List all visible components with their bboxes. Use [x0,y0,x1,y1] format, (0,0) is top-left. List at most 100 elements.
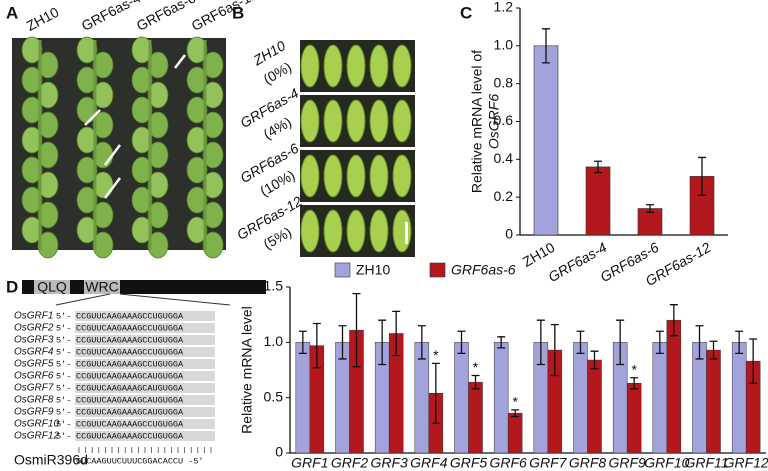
x-tick-label: GRF5 [450,455,488,471]
gene-name: OsGRF3 [14,335,54,346]
error-bar [616,319,625,366]
error-bar [312,322,321,369]
bar [706,349,721,454]
seq-shade [75,311,215,321]
grain [147,51,169,79]
x-tick-label: GRF1 [291,455,328,471]
sequence: CCGUUCAAGAAAGCCUGUGGA [76,323,184,333]
x-tick-label: GRF6 [489,455,527,471]
grain [323,209,343,253]
sequence: CCGUUCAAGAAAGCCUGUGGA [76,431,184,441]
error-bar [698,156,706,196]
significance: * [433,347,439,363]
error-bar [550,323,559,377]
prime: 5'- [56,431,71,441]
error-bar [536,319,545,366]
grain [37,111,59,139]
grain [76,66,98,94]
gene-name: OsGRF7 [14,383,54,394]
grain [131,216,153,244]
grain [392,154,412,198]
grain [369,99,389,143]
grain [131,36,153,64]
error-bar [431,362,440,424]
y-tick-label: 1.2 [494,0,514,15]
sample-label: GRF6as-12 [189,0,261,34]
bar [652,342,668,454]
grain [37,231,59,259]
grain [37,171,59,199]
gene-name: OsGRF1 [14,311,53,322]
error-bar [457,330,466,355]
grain [346,99,366,143]
error-bar [378,319,387,366]
grain [392,209,412,253]
grain [76,36,98,64]
seq-shade [75,335,215,345]
domain-label: WRC [85,279,118,295]
grain [300,154,320,198]
grain [76,216,98,244]
y-axis-label: Relative mRNA level of [469,50,485,193]
gene-name: OsGRF10 [14,419,59,430]
error-bar [709,340,718,360]
error-bar [646,204,654,213]
grain [346,44,366,88]
bar [468,381,483,454]
grain [147,81,169,109]
sequence: CCGUUCAAGAAAGCCUGUGGA [76,311,184,321]
grain [92,201,114,229]
grain [323,44,343,88]
significance: * [512,394,518,410]
y-tick-label: 1.0 [494,37,514,53]
grain [186,126,208,154]
grain [323,154,343,198]
error-bar [298,330,307,355]
sample-label: ZH10 [24,4,62,34]
panel-label: D [6,277,18,296]
grain [21,126,43,154]
scale-bar [405,222,408,244]
grain [131,66,153,94]
arrow [174,54,186,69]
grain [21,216,43,244]
sample-label: GRF6as-6 [134,0,199,34]
sequence: CCGUUCAAGAAAGCCUGUGGA [76,347,184,357]
seq-shade [75,407,215,417]
mirna-name: OsmiR396d [14,452,88,468]
error-bar [594,160,602,174]
x-tick-label: GRF10 [644,455,689,471]
prime: 5'- [56,335,71,345]
prime: 5'- [56,323,71,333]
grain [92,51,114,79]
error-bar [669,304,678,337]
prime: 5'- [56,419,71,429]
grain [92,171,114,199]
bar [626,383,642,454]
zoom-line [55,293,111,306]
grain [37,81,59,109]
arrow [84,109,101,126]
scale-bar [229,230,232,242]
grain [346,209,366,253]
legend-swatch [334,262,351,278]
x-tick-label: GRF8 [569,455,607,471]
grain [131,156,153,184]
bar [533,45,559,236]
significance: * [473,359,479,375]
grain [92,81,114,109]
grain [147,201,169,229]
grain [21,66,43,94]
grain [186,96,208,124]
y-tick-label: 0.8 [494,74,514,90]
bar [493,342,509,454]
y-axis-label: Relative mRNA level [239,306,255,434]
grain [37,201,59,229]
error-bar [338,325,347,360]
y-tick-label: 0.6 [494,112,514,128]
error-bar [392,310,401,357]
legend-label: GRF6as-6 [451,262,516,278]
prime: 5'- [56,407,71,417]
legend-label: ZH10 [356,262,390,278]
sequence: CCGUUCAAGAAAGCAUGUGGA [76,395,184,405]
